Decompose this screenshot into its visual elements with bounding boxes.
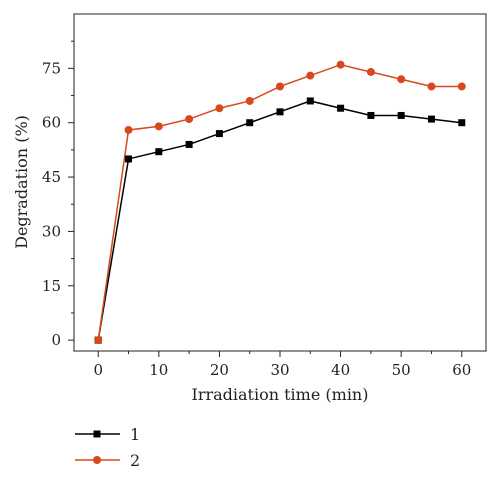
y-axis-title: Degradation (%) — [12, 115, 31, 249]
y-tick-label: 15 — [42, 277, 61, 295]
x-tick-label: 30 — [270, 361, 289, 379]
x-axis-title: Irradiation time (min) — [192, 385, 369, 404]
series-2-point — [306, 71, 315, 80]
x-tick-label: 10 — [149, 361, 168, 379]
series-1-point — [215, 130, 223, 138]
legend-label-2: 2 — [130, 451, 140, 470]
series-1-point — [337, 104, 345, 112]
series-1-point — [125, 155, 133, 163]
y-tick-label: 45 — [42, 168, 61, 186]
y-tick-label: 30 — [42, 222, 61, 240]
ticks-layer: 0 10 20 30 40 50 60 0 15 30 45 60 75 — [42, 40, 471, 379]
x-tick-label: 0 — [93, 361, 103, 379]
legend-marker-2 — [93, 456, 101, 464]
y-tick-label: 75 — [42, 59, 61, 77]
series-2-point — [457, 82, 466, 91]
series-2-point — [124, 125, 133, 134]
plot-frame — [73, 13, 487, 352]
y-tick-label: 0 — [51, 331, 61, 349]
series-2-line — [97, 63, 462, 341]
series-2-point — [185, 115, 194, 124]
series-1-point — [427, 115, 435, 123]
series-1-point — [367, 111, 375, 119]
series-2-point — [276, 82, 284, 91]
legend-item-2: 2 — [75, 451, 140, 470]
series-2-point — [366, 67, 375, 76]
x-tick-label: 40 — [331, 361, 350, 379]
series-1-point — [276, 108, 284, 116]
y-tick-label: 60 — [42, 114, 61, 132]
legend: 1 2 — [75, 425, 140, 470]
x-tick-label: 50 — [392, 361, 411, 379]
series-1-point — [397, 111, 405, 119]
series-2-point — [154, 122, 163, 131]
series-2-point — [94, 336, 103, 345]
series-1-line — [97, 100, 462, 341]
series-1-point — [246, 119, 254, 127]
series-2-point — [427, 82, 436, 91]
series-2-point — [336, 60, 345, 69]
series-1-point — [155, 148, 163, 156]
x-tick-label: 60 — [452, 361, 471, 379]
legend-item-1: 1 — [75, 425, 140, 444]
legend-label-1: 1 — [130, 425, 140, 444]
series-2-point — [397, 75, 406, 84]
series-1-point — [458, 119, 466, 127]
series-layer — [94, 60, 466, 345]
series-2-point — [245, 96, 254, 105]
legend-marker-1 — [93, 430, 101, 438]
series-2-point — [215, 104, 224, 113]
series-1-point — [306, 97, 314, 105]
x-tick-label: 20 — [210, 361, 229, 379]
series-1-point — [185, 140, 193, 148]
